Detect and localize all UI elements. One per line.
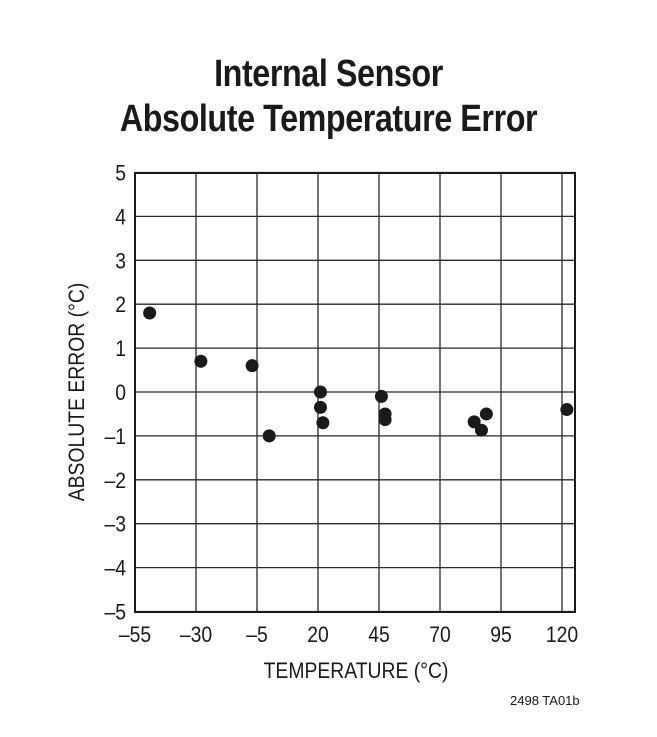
data-point <box>378 413 392 427</box>
x-tick-label: –5 <box>246 623 268 647</box>
y-tick-label: –5 <box>104 600 126 624</box>
y-tick-label: 1 <box>115 337 126 361</box>
x-axis-tick-labels: –55 –30 –5 20 45 70 95 120 <box>119 623 578 647</box>
y-tick-label: –4 <box>104 556 126 580</box>
x-tick-label: 20 <box>307 623 329 647</box>
grid-lines <box>135 171 575 613</box>
x-tick-label: 70 <box>429 623 451 647</box>
y-tick-label: 3 <box>115 249 126 273</box>
y-tick-label: 0 <box>115 381 126 405</box>
y-tick-label: 2 <box>115 293 126 317</box>
plot-frame <box>134 172 576 613</box>
y-tick-label: –3 <box>104 513 126 537</box>
data-point <box>374 389 388 403</box>
data-points <box>143 306 574 443</box>
data-point <box>245 359 259 373</box>
data-point <box>143 306 157 320</box>
y-tick-label: 5 <box>115 161 126 185</box>
y-tick-label: 4 <box>115 205 126 229</box>
y-axis-tick-labels: 5 4 3 2 1 0 –1 –2 –3 –4 –5 <box>104 161 126 624</box>
x-tick-label: 120 <box>546 623 578 647</box>
chart-title-line-1: Internal Sensor <box>214 53 443 95</box>
data-point <box>313 385 327 399</box>
data-point <box>467 415 481 429</box>
chart-title-line-2: Absolute Temperature Error <box>119 98 538 140</box>
data-point <box>479 407 493 421</box>
y-tick-label: –1 <box>104 425 126 449</box>
data-point <box>560 403 574 417</box>
x-tick-label: –55 <box>119 623 151 647</box>
data-point <box>474 423 488 437</box>
x-tick-label: 95 <box>490 623 512 647</box>
x-tick-label: –30 <box>180 623 212 647</box>
x-axis-label: TEMPERATURE (°C) <box>264 659 449 683</box>
x-tick-label: 45 <box>368 623 390 647</box>
data-point <box>313 400 327 414</box>
y-axis-label: ABSOLUTE ERROR (°C) <box>65 283 89 502</box>
plot-border <box>134 172 576 613</box>
data-point <box>262 429 276 443</box>
data-point <box>316 416 330 430</box>
y-tick-label: –2 <box>104 469 126 493</box>
figure-id-note: 2498 TA01b <box>510 693 580 708</box>
data-point <box>194 354 208 368</box>
